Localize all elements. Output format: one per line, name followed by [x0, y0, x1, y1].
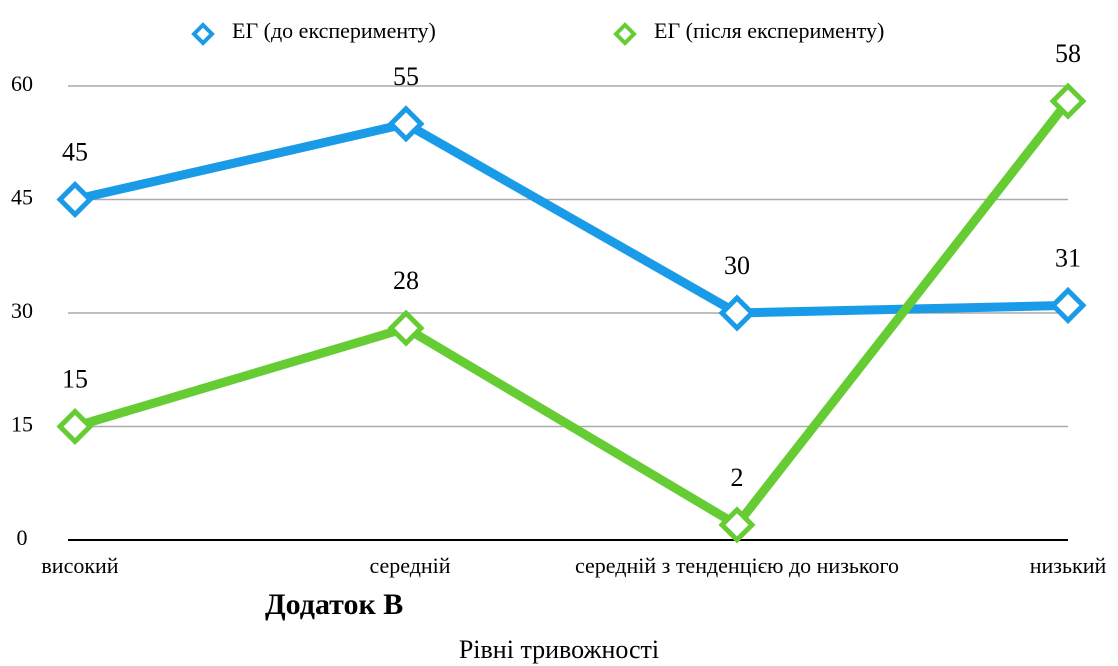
y-tick-label: 30	[11, 298, 33, 323]
data-label: 58	[1055, 39, 1081, 68]
point-marker	[56, 407, 94, 446]
point-marker	[56, 180, 94, 219]
y-tick-label: 45	[11, 185, 33, 210]
x-axis-label: Рівні тривожності	[459, 635, 659, 664]
legend-marker	[613, 22, 637, 46]
data-label: 45	[62, 137, 88, 166]
legend-label: ЕГ (після експерименту)	[654, 18, 884, 43]
data-label: 28	[393, 266, 419, 295]
data-label: 31	[1055, 243, 1081, 272]
series-line	[73, 98, 1072, 530]
point-marker	[1049, 82, 1087, 120]
point-marker	[387, 105, 425, 143]
point-marker	[387, 309, 425, 347]
data-label: 2	[731, 463, 744, 492]
data-label: 15	[62, 364, 88, 393]
x-tick-label: низький	[1030, 553, 1107, 578]
x-tick-label: середній	[369, 553, 450, 578]
y-tick-label: 0	[17, 525, 28, 550]
annotation: Додаток В	[265, 588, 403, 621]
legend-marker	[191, 22, 215, 46]
point-marker	[1049, 286, 1087, 324]
point-marker	[718, 294, 756, 332]
data-label: 55	[393, 62, 419, 91]
y-tick-label: 60	[11, 71, 33, 96]
x-tick-label: середній з тенденцією до низького	[575, 553, 899, 578]
x-tick-label: високий	[41, 553, 118, 578]
legend-label: ЕГ (до експерименту)	[232, 18, 436, 43]
data-label: 30	[724, 251, 750, 280]
y-tick-label: 15	[11, 412, 33, 437]
point-marker	[718, 506, 756, 544]
